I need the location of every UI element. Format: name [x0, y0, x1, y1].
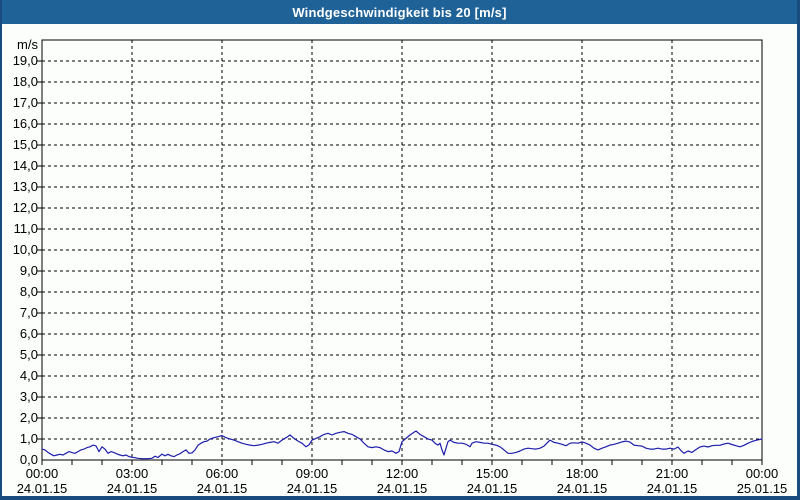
x-axis-time-label: 12:00	[385, 466, 419, 481]
x-axis-date-label: 24.01.15	[16, 481, 68, 496]
y-axis-tick-label: 5,0	[19, 347, 38, 362]
plot-border	[41, 39, 763, 461]
y-axis-tick-label: 4,0	[19, 368, 38, 383]
x-axis-time-label: 00:00	[745, 466, 779, 481]
y-axis-tick-label: 16,0	[12, 116, 38, 131]
y-axis-tick-label: 15,0	[12, 137, 38, 152]
y-axis-tick-label: 18,0	[12, 74, 38, 89]
x-axis-date-label: 25.01.15	[736, 481, 788, 496]
y-axis-tick-label: 2,0	[19, 410, 38, 425]
x-axis-date-label: 24.01.15	[196, 481, 248, 496]
x-axis-time-label: 03:00	[115, 466, 149, 481]
window-title: Windgeschwindigkeit bis 20 [m/s]	[292, 4, 507, 20]
y-axis-tick-label: 7,0	[19, 305, 38, 320]
y-axis-tick-label: 12,0	[12, 200, 38, 215]
y-axis-unit-label: m/s	[17, 37, 38, 52]
x-axis-date-label: 24.01.15	[286, 481, 338, 496]
x-axis-date-label: 24.01.15	[646, 481, 698, 496]
x-axis-time-label: 18:00	[565, 466, 599, 481]
y-axis-tick-label: 11,0	[13, 221, 38, 236]
y-axis-tick-label: 14,0	[12, 158, 38, 173]
y-axis-tick-label: 0,0	[19, 452, 38, 467]
window-title-bar: Windgeschwindigkeit bis 20 [m/s]	[2, 0, 797, 24]
y-axis-tick-label: 13,0	[12, 179, 38, 194]
x-axis-time-label: 09:00	[295, 466, 329, 481]
y-axis-tick-label: 17,0	[12, 95, 38, 110]
x-axis-time-label: 15:00	[475, 466, 509, 481]
y-axis-tick-label: 6,0	[19, 326, 38, 341]
x-axis-time-label: 00:00	[25, 466, 59, 481]
y-axis-tick-label: 19,0	[12, 53, 38, 68]
y-axis-tick-label: 8,0	[19, 284, 38, 299]
y-axis-tick-label: 1,0	[19, 431, 38, 446]
x-axis-date-label: 24.01.15	[466, 481, 518, 496]
x-axis-time-label: 06:00	[205, 466, 239, 481]
x-axis-date-label: 24.01.15	[556, 481, 608, 496]
y-axis-tick-label: 10,0	[12, 242, 38, 257]
y-axis-tick-label: 3,0	[19, 389, 38, 404]
x-axis-time-label: 21:00	[655, 466, 689, 481]
wind-speed-line	[41, 430, 763, 460]
y-axis-tick-label: 9,0	[19, 263, 38, 278]
x-axis-date-label: 24.01.15	[376, 481, 428, 496]
x-axis-date-label: 24.01.15	[106, 481, 158, 496]
